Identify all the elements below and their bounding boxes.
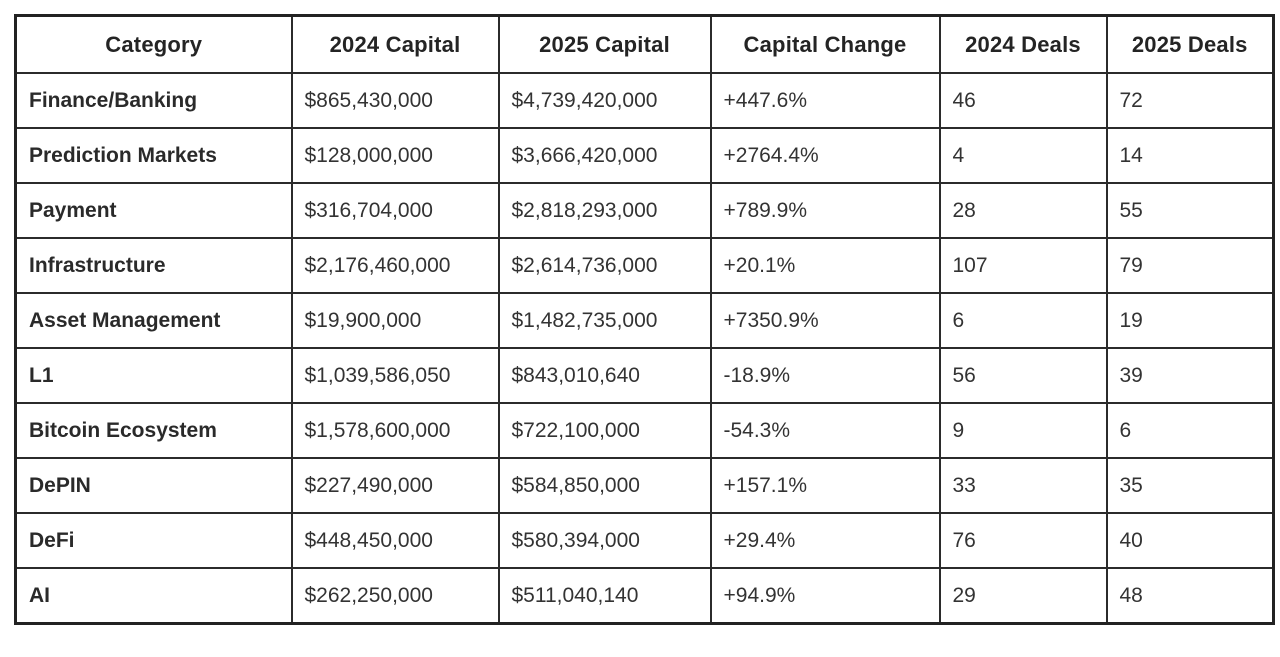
table-row: Finance/Banking $865,430,000 $4,739,420,00…	[14, 72, 1275, 129]
table-row: Prediction Markets $128,000,000 $3,666,420…	[14, 127, 1275, 184]
column-header-capital-2024: 2024 Capital	[290, 14, 500, 74]
cell-capital-2024: $1,039,586,050	[290, 347, 500, 404]
cell-category: L1	[14, 347, 293, 404]
cell-deals-2025: 35	[1105, 457, 1275, 514]
cell-category: DePIN	[14, 457, 293, 514]
cell-deals-2025: 39	[1105, 347, 1275, 404]
column-header-deals-2024: 2024 Deals	[938, 14, 1108, 74]
cell-deals-2024: 107	[938, 237, 1108, 294]
cell-deals-2025: 79	[1105, 237, 1275, 294]
cell-capital-2025: $584,850,000	[497, 457, 712, 514]
cell-capital-change: +2764.4%	[709, 127, 941, 184]
cell-category: DeFi	[14, 512, 293, 569]
cell-capital-change: +29.4%	[709, 512, 941, 569]
column-header-deals-2025: 2025 Deals	[1105, 14, 1275, 74]
cell-capital-2025: $3,666,420,000	[497, 127, 712, 184]
cell-deals-2025: 6	[1105, 402, 1275, 459]
cell-capital-2024: $128,000,000	[290, 127, 500, 184]
cell-capital-2025: $4,739,420,000	[497, 72, 712, 129]
cell-capital-2024: $2,176,460,000	[290, 237, 500, 294]
cell-deals-2025: 19	[1105, 292, 1275, 349]
cell-deals-2024: 76	[938, 512, 1108, 569]
table-row: AI $262,250,000 $511,040,140 +94.9% 29 48	[14, 567, 1275, 625]
cell-deals-2024: 9	[938, 402, 1108, 459]
cell-capital-2025: $580,394,000	[497, 512, 712, 569]
table-row: Infrastructure $2,176,460,000 $2,614,736,0…	[14, 237, 1275, 294]
capital-comparison-table-container: Category 2024 Capital 2025 Capital Capital …	[14, 14, 1275, 625]
cell-deals-2024: 56	[938, 347, 1108, 404]
cell-capital-change: +94.9%	[709, 567, 941, 625]
cell-capital-2024: $448,450,000	[290, 512, 500, 569]
cell-deals-2025: 72	[1105, 72, 1275, 129]
cell-category: Asset Management	[14, 292, 293, 349]
cell-deals-2024: 6	[938, 292, 1108, 349]
cell-deals-2024: 28	[938, 182, 1108, 239]
cell-category: Prediction Markets	[14, 127, 293, 184]
cell-capital-2024: $865,430,000	[290, 72, 500, 129]
cell-category: Finance/Banking	[14, 72, 293, 129]
cell-capital-change: -18.9%	[709, 347, 941, 404]
cell-capital-2025: $1,482,735,000	[497, 292, 712, 349]
table-body: Finance/Banking $865,430,000 $4,739,420,00…	[14, 72, 1275, 625]
header-row: Category 2024 Capital 2025 Capital Capital …	[14, 14, 1275, 74]
table-row: Asset Management $19,900,000 $1,482,735,00…	[14, 292, 1275, 349]
cell-category: AI	[14, 567, 293, 625]
cell-capital-2025: $843,010,640	[497, 347, 712, 404]
cell-capital-2024: $316,704,000	[290, 182, 500, 239]
cell-capital-2025: $722,100,000	[497, 402, 712, 459]
cell-capital-2024: $1,578,600,000	[290, 402, 500, 459]
cell-deals-2024: 29	[938, 567, 1108, 625]
cell-capital-change: +157.1%	[709, 457, 941, 514]
cell-capital-change: +447.6%	[709, 72, 941, 129]
column-header-capital-change: Capital Change	[709, 14, 941, 74]
cell-category: Payment	[14, 182, 293, 239]
cell-deals-2024: 46	[938, 72, 1108, 129]
cell-deals-2025: 14	[1105, 127, 1275, 184]
cell-deals-2025: 55	[1105, 182, 1275, 239]
cell-capital-change: +7350.9%	[709, 292, 941, 349]
table-row: DeFi $448,450,000 $580,394,000 +29.4% 76 40	[14, 512, 1275, 569]
cell-deals-2024: 4	[938, 127, 1108, 184]
cell-deals-2025: 40	[1105, 512, 1275, 569]
table-row: Payment $316,704,000 $2,818,293,000 +789.9%…	[14, 182, 1275, 239]
cell-deals-2024: 33	[938, 457, 1108, 514]
capital-comparison-table: Category 2024 Capital 2025 Capital Capital …	[14, 14, 1275, 625]
table-row: Bitcoin Ecosystem $1,578,600,000 $722,100,…	[14, 402, 1275, 459]
cell-capital-2025: $2,614,736,000	[497, 237, 712, 294]
cell-category: Bitcoin Ecosystem	[14, 402, 293, 459]
cell-capital-2025: $511,040,140	[497, 567, 712, 625]
cell-capital-2025: $2,818,293,000	[497, 182, 712, 239]
cell-deals-2025: 48	[1105, 567, 1275, 625]
table-row: DePIN $227,490,000 $584,850,000 +157.1% 33 35	[14, 457, 1275, 514]
cell-capital-2024: $262,250,000	[290, 567, 500, 625]
column-header-category: Category	[14, 14, 293, 74]
cell-capital-change: +20.1%	[709, 237, 941, 294]
cell-capital-change: +789.9%	[709, 182, 941, 239]
cell-capital-change: -54.3%	[709, 402, 941, 459]
table-row: L1 $1,039,586,050 $843,010,640 -18.9% 56 39	[14, 347, 1275, 404]
cell-capital-2024: $227,490,000	[290, 457, 500, 514]
cell-category: Infrastructure	[14, 237, 293, 294]
column-header-capital-2025: 2025 Capital	[497, 14, 712, 74]
cell-capital-2024: $19,900,000	[290, 292, 500, 349]
